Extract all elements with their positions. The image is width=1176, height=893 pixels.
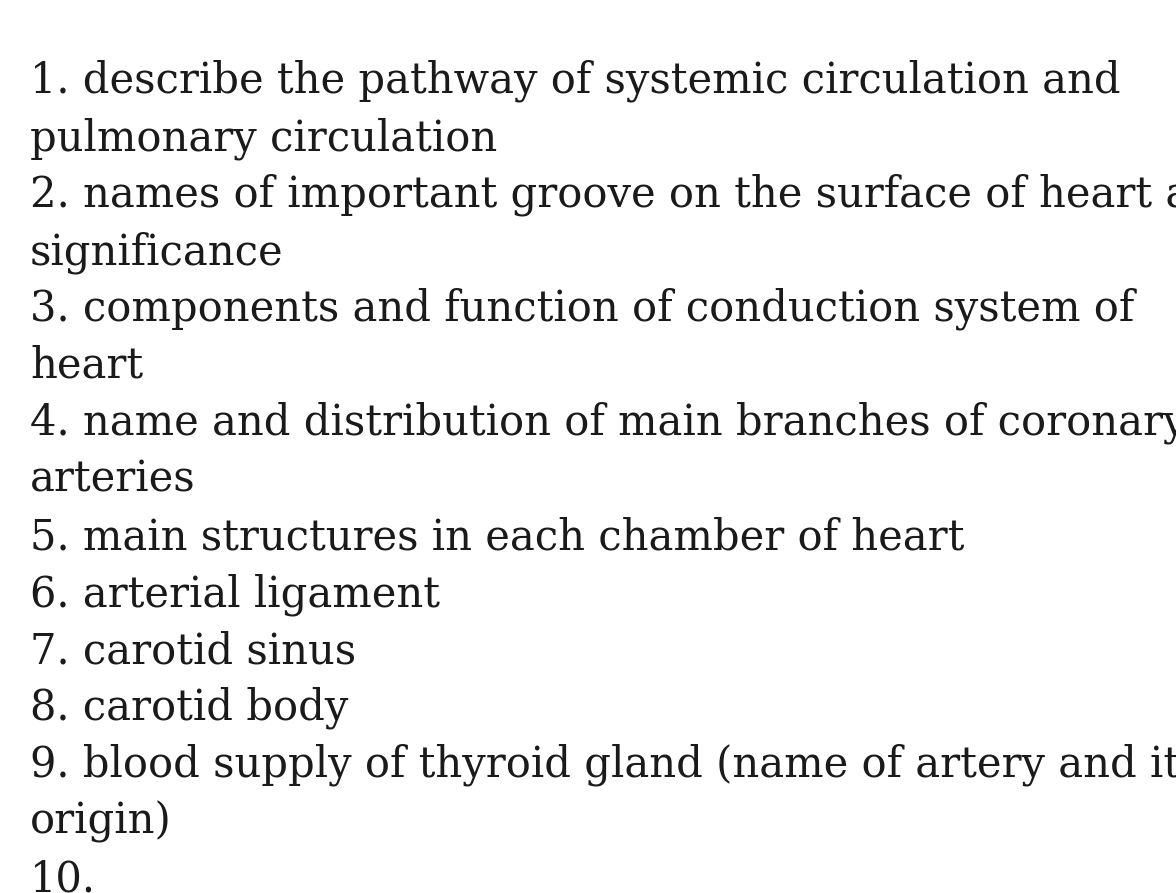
Text: 3. components and function of conduction system of: 3. components and function of conduction… <box>31 288 1134 330</box>
Text: 5. main structures in each chamber of heart: 5. main structures in each chamber of he… <box>31 516 964 558</box>
Text: 8. carotid body: 8. carotid body <box>31 687 348 730</box>
Text: 7. carotid sinus: 7. carotid sinus <box>31 630 356 672</box>
Text: pulmonary circulation: pulmonary circulation <box>31 117 497 160</box>
Text: origin): origin) <box>31 801 172 843</box>
Text: 9. blood supply of thyroid gland (name of artery and its: 9. blood supply of thyroid gland (name o… <box>31 744 1176 787</box>
Text: 1. describe the pathway of systemic circulation and: 1. describe the pathway of systemic circ… <box>31 60 1121 103</box>
Text: 10.: 10. <box>31 858 96 893</box>
Text: 2. names of important groove on the surface of heart and: 2. names of important groove on the surf… <box>31 174 1176 216</box>
Text: 6. arterial ligament: 6. arterial ligament <box>31 573 440 615</box>
Text: 4. name and distribution of main branches of coronary: 4. name and distribution of main branche… <box>31 402 1176 445</box>
Text: heart: heart <box>31 345 143 387</box>
Text: arteries: arteries <box>31 459 195 501</box>
Text: significance: significance <box>31 231 283 273</box>
